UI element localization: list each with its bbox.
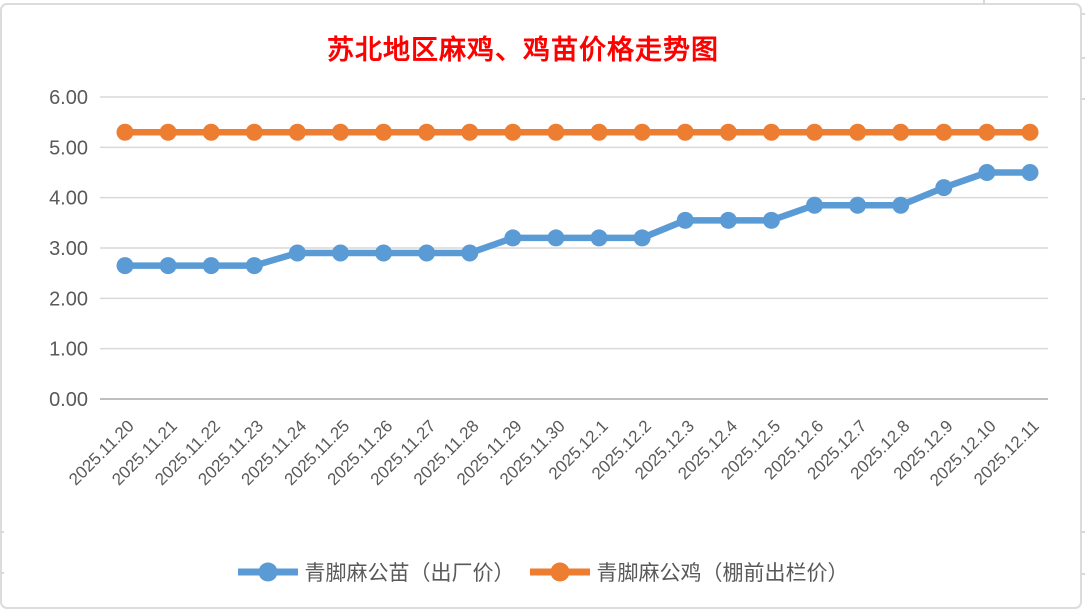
series-0-marker	[547, 229, 565, 247]
series-0-marker	[590, 229, 608, 247]
chart-title: 苏北地区麻鸡、鸡苗价格走势图	[327, 35, 719, 65]
spreadsheet-gridline-stub	[983, 0, 985, 5]
spreadsheet-gridline-stub	[1081, 13, 1085, 15]
series-1-marker	[116, 123, 134, 141]
series-0-marker	[331, 244, 349, 262]
series-0-marker	[1021, 164, 1039, 181]
y-tick-label: 4.00	[49, 188, 88, 210]
series-1-marker	[1021, 123, 1039, 141]
spreadsheet-gridline-stub	[0, 572, 4, 574]
series-0-marker	[762, 211, 780, 229]
series-1-marker	[202, 123, 220, 141]
series-1-marker	[159, 123, 177, 141]
series-1-marker	[547, 123, 565, 141]
legend-item-0: 青脚麻公苗（出厂价）	[237, 557, 515, 587]
series-1-marker	[978, 123, 996, 141]
series-0-marker	[202, 257, 220, 275]
series-0-marker	[504, 229, 522, 247]
legend: 青脚麻公苗（出厂价） 青脚麻公鸡（棚前出栏价）	[0, 550, 1085, 594]
series-0-marker	[288, 244, 306, 262]
series-1-marker	[849, 123, 867, 141]
series-0-marker	[375, 244, 393, 262]
series-0-marker	[719, 211, 737, 229]
series-0-marker	[461, 244, 479, 262]
series-0-marker	[159, 257, 177, 275]
spreadsheet-gridline-stub	[1081, 57, 1085, 59]
series-0-marker	[418, 244, 436, 262]
chart-frame	[0, 3, 1082, 609]
series-1-marker	[461, 123, 479, 141]
series-1-marker	[375, 123, 393, 141]
series-0-marker	[892, 196, 910, 214]
legend-item-1: 青脚麻公鸡（棚前出栏价）	[529, 557, 849, 587]
y-tick-label: 0.00	[49, 389, 88, 411]
series-1-marker	[719, 123, 737, 141]
series-0-marker	[849, 196, 867, 214]
y-tick-label: 2.00	[49, 288, 88, 310]
series-0-marker	[978, 164, 996, 181]
series-1-marker	[590, 123, 608, 141]
series-0-line	[121, 169, 1034, 269]
spreadsheet-gridline-stub	[1081, 531, 1085, 533]
spreadsheet-gridline-stub	[0, 531, 4, 533]
y-tick-label: 1.00	[49, 339, 88, 361]
legend-label: 青脚麻公苗（出厂价）	[304, 562, 515, 585]
spreadsheet-gridline-stub	[1081, 98, 1085, 100]
series-0-marker	[935, 179, 953, 197]
series-0-marker	[633, 229, 651, 247]
series-1-marker	[806, 123, 824, 141]
y-tick-label: 6.00	[49, 87, 88, 109]
series-1-marker	[892, 123, 910, 141]
series-0-marker	[245, 257, 263, 275]
series-1-marker	[762, 123, 780, 141]
series-0-marker	[676, 211, 694, 229]
y-tick-label: 5.00	[49, 137, 88, 159]
series-1-marker	[676, 123, 694, 141]
legend-label: 青脚麻公鸡（棚前出栏价）	[596, 562, 849, 585]
series-1-marker	[245, 123, 263, 141]
series-1-marker	[331, 123, 349, 141]
y-tick-label: 3.00	[49, 238, 88, 260]
series-1-marker	[633, 123, 651, 141]
series-1-marker	[418, 123, 436, 141]
spreadsheet-gridline-stub	[1081, 573, 1085, 575]
series-0-marker	[116, 257, 134, 275]
series-0-marker	[806, 196, 824, 214]
series-1-marker	[935, 123, 953, 141]
series-1-marker	[504, 123, 522, 141]
legend-line-marker-icon	[529, 562, 590, 582]
legend-line-marker-icon	[237, 562, 298, 582]
series-1-marker	[288, 123, 306, 141]
